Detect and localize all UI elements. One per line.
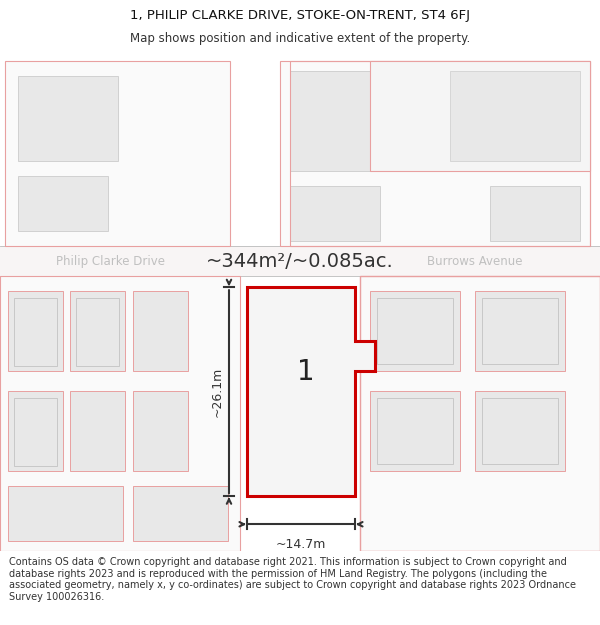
- Bar: [475, 391, 565, 471]
- Text: Map shows position and indicative extent of the property.: Map shows position and indicative extent…: [130, 32, 470, 45]
- Bar: [8, 291, 63, 371]
- Bar: [8, 486, 123, 541]
- Polygon shape: [360, 276, 600, 551]
- Bar: [290, 186, 380, 241]
- Text: 1: 1: [297, 357, 315, 386]
- Text: 1, PHILIP CLARKE DRIVE, STOKE-ON-TRENT, ST4 6FJ: 1, PHILIP CLARKE DRIVE, STOKE-ON-TRENT, …: [130, 9, 470, 22]
- Bar: [370, 391, 460, 471]
- Text: Burrows Avenue: Burrows Avenue: [427, 255, 523, 268]
- Bar: [370, 291, 460, 371]
- Text: ~14.7m: ~14.7m: [276, 538, 326, 551]
- Bar: [482, 298, 558, 364]
- Bar: [133, 391, 188, 471]
- Bar: [70, 291, 125, 371]
- Bar: [377, 398, 453, 464]
- Bar: [450, 71, 580, 161]
- Bar: [450, 71, 580, 171]
- Text: ~26.1m: ~26.1m: [211, 367, 223, 417]
- Bar: [490, 186, 580, 241]
- Bar: [482, 398, 558, 464]
- Bar: [14, 398, 57, 466]
- Polygon shape: [5, 61, 230, 246]
- Polygon shape: [0, 276, 240, 551]
- Bar: [18, 176, 108, 231]
- Text: ~344m²/~0.085ac.: ~344m²/~0.085ac.: [206, 252, 394, 271]
- Bar: [18, 76, 118, 161]
- Bar: [70, 391, 125, 471]
- Text: Contains OS data © Crown copyright and database right 2021. This information is : Contains OS data © Crown copyright and d…: [9, 557, 576, 602]
- Polygon shape: [370, 61, 590, 171]
- Bar: [76, 298, 119, 366]
- Bar: [133, 291, 188, 371]
- Text: Philip Clarke Drive: Philip Clarke Drive: [56, 255, 164, 268]
- Bar: [377, 298, 453, 364]
- Polygon shape: [280, 61, 590, 246]
- Polygon shape: [247, 288, 375, 496]
- Bar: [14, 298, 57, 366]
- Bar: [0, 246, 600, 276]
- Bar: [290, 71, 420, 171]
- Bar: [8, 391, 63, 471]
- Bar: [475, 291, 565, 371]
- Bar: [133, 486, 228, 541]
